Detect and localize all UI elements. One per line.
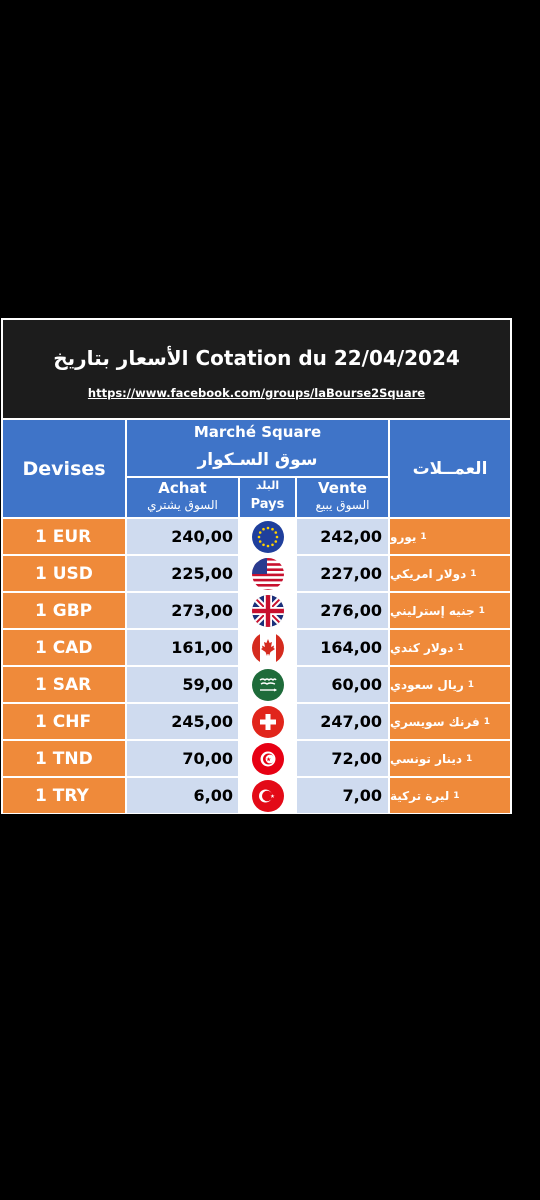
achat-label-fr: Achat (158, 479, 207, 497)
currency-code: 1 GBP (3, 593, 125, 628)
currency-name-text: ريال سعودي (390, 677, 464, 692)
eu-flag-icon (251, 520, 284, 553)
market-header: Marché Square سوق السـكوار (127, 420, 388, 476)
vente-value: 227,00 (297, 556, 388, 591)
page-title: الأسعار بتاريخ Cotation du 22/04/2024 (53, 346, 460, 370)
rates-card: الأسعار بتاريخ Cotation du 22/04/2024 ht… (1, 318, 512, 814)
currency-qty: 1 (467, 679, 475, 690)
currency-qty: 1 (453, 790, 460, 801)
pays-header: البلد Pays (240, 478, 295, 517)
achat-value: 273,00 (127, 593, 238, 628)
table-row: 1 SAR 59,00 60,00 1 ريال سعودي (3, 667, 510, 702)
currency-code: 1 EUR (3, 519, 125, 554)
achat-value: 6,00 (127, 778, 238, 813)
currency-code: 1 TND (3, 741, 125, 776)
currency-name: 1 جنيه إسترليني (390, 593, 510, 628)
currency-name: 1 يورو (390, 519, 510, 554)
facebook-group-link[interactable]: https://www.facebook.com/groups/laBourse… (87, 386, 426, 400)
achat-value: 240,00 (127, 519, 238, 554)
currency-code: 1 CHF (3, 704, 125, 739)
title-banner: الأسعار بتاريخ Cotation du 22/04/2024 ht… (3, 320, 510, 418)
swiss-flag-icon (251, 705, 284, 738)
vente-value: 72,00 (297, 741, 388, 776)
pays-label-fr: Pays (250, 497, 285, 512)
currency-code: 1 USD (3, 556, 125, 591)
table-row: 1 TND 70,00 72,00 1 دينار تونسي (3, 741, 510, 776)
market-label-ar: سوق السـكوار (197, 450, 318, 470)
table-row: 1 CAD 161,00 164,00 1 دولار كندي (3, 630, 510, 665)
table-row: 1 GBP 273,00 276,00 1 جنيه إسترليني (3, 593, 510, 628)
currency-qty: 1 (483, 716, 490, 727)
currency-name-text: دولار امريكي (390, 566, 467, 581)
achat-label-ar: السوق يشتري (147, 498, 218, 512)
achat-value: 59,00 (127, 667, 238, 702)
us-flag-icon (251, 557, 284, 590)
currency-code: 1 CAD (3, 630, 125, 665)
vente-label-ar: السوق يبيع (315, 498, 370, 512)
saudi-flag-icon (251, 668, 284, 701)
canada-flag-icon (251, 631, 284, 664)
currency-name: 1 دولار امريكي (390, 556, 510, 591)
vente-header: Vente السوق يبيع (297, 478, 388, 517)
currency-qty: 1 (420, 531, 427, 542)
currency-qty: 1 (466, 753, 473, 764)
vente-value: 7,00 (297, 778, 388, 813)
currency-name-text: جنيه إسترليني (390, 603, 475, 618)
currency-name: 1 ريال سعودي (390, 667, 510, 702)
vente-label-fr: Vente (318, 479, 367, 497)
currency-qty: 1 (478, 605, 485, 616)
table-row: 1 TRY 6,00 7,00 1 ليرة تركية (3, 778, 510, 813)
market-label-fr: Marché Square (193, 423, 322, 441)
currency-name-text: فرنك سويسري (390, 714, 480, 729)
table-row: 1 CHF 245,00 247,00 1 فرنك سويسري (3, 704, 510, 739)
currency-name: 1 دينار تونسي (390, 741, 510, 776)
currency-name: 1 فرنك سويسري (390, 704, 510, 739)
currencies-header: العمــلات (390, 420, 510, 517)
currency-name-text: يورو (390, 529, 417, 544)
achat-value: 225,00 (127, 556, 238, 591)
achat-header: Achat السوق يشتري (127, 478, 238, 517)
achat-value: 161,00 (127, 630, 238, 665)
vente-value: 276,00 (297, 593, 388, 628)
currency-name-text: دولار كندي (390, 640, 454, 655)
currency-qty: 1 (457, 642, 464, 653)
vente-value: 242,00 (297, 519, 388, 554)
currency-code: 1 TRY (3, 778, 125, 813)
pays-label-ar: البلد (255, 479, 280, 492)
currency-qty: 1 (470, 568, 477, 579)
devises-header: Devises (3, 420, 125, 517)
table-row: 1 EUR 240,00 242,00 1 يورو (3, 519, 510, 554)
currency-name-text: ليرة تركية (390, 788, 450, 803)
currency-code: 1 SAR (3, 667, 125, 702)
table-row: 1 USD 225,00 227,00 1 دول (3, 556, 510, 591)
currency-name: 1 دولار كندي (390, 630, 510, 665)
vente-value: 60,00 (297, 667, 388, 702)
currency-name-text: دينار تونسي (390, 751, 463, 766)
uk-flag-icon (251, 594, 284, 627)
turkey-flag-icon (251, 779, 284, 812)
achat-value: 70,00 (127, 741, 238, 776)
currency-name: 1 ليرة تركية (390, 778, 510, 813)
vente-value: 247,00 (297, 704, 388, 739)
achat-value: 245,00 (127, 704, 238, 739)
vente-value: 164,00 (297, 630, 388, 665)
tunisia-flag-icon (251, 742, 284, 775)
